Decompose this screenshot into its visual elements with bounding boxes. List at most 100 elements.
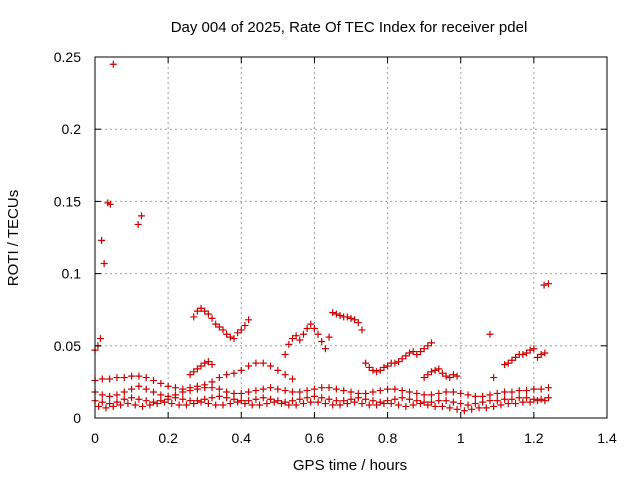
data-point: [336, 311, 344, 319]
data-point: [204, 400, 212, 408]
data-point: [358, 400, 366, 408]
data-point: [223, 330, 231, 338]
data-point: [409, 348, 417, 356]
x-tick-label: 0: [91, 430, 99, 446]
data-point: [288, 335, 296, 343]
axis-ticks: [94, 56, 608, 419]
data-point: [310, 385, 318, 393]
data-point: [325, 384, 333, 392]
data-point: [128, 394, 136, 402]
data-point: [274, 397, 282, 405]
data-point: [201, 395, 209, 403]
data-point: [493, 389, 501, 397]
data-point: [296, 395, 304, 403]
data-point: [442, 397, 450, 405]
data-point: [299, 400, 307, 408]
data-point: [420, 374, 428, 382]
data-point: [471, 400, 479, 408]
data-point: [406, 395, 414, 403]
data-point: [523, 394, 531, 402]
data-point: [369, 388, 377, 396]
data-point: [150, 388, 158, 396]
data-point: [398, 394, 406, 402]
data-point: [241, 322, 249, 330]
data-point: [369, 366, 377, 374]
data-point: [288, 397, 296, 405]
data-point: [135, 395, 143, 403]
data-point: [501, 361, 509, 369]
data-point: [124, 400, 132, 408]
data-point: [274, 385, 282, 393]
data-point: [508, 388, 516, 396]
data-point: [409, 401, 417, 409]
data-point: [215, 392, 223, 400]
data-point: [490, 402, 498, 410]
data-point: [427, 391, 435, 399]
data-point: [296, 388, 304, 396]
data-point: [340, 397, 348, 405]
data-point: [380, 363, 388, 371]
data-point: [376, 398, 384, 406]
data-point: [413, 397, 421, 405]
data-point: [376, 366, 384, 374]
data-point: [340, 387, 348, 395]
data-point: [325, 395, 333, 403]
data-point: [541, 397, 549, 405]
data-point: [515, 387, 523, 395]
data-point: [406, 349, 414, 357]
data-point: [537, 395, 545, 403]
data-point: [384, 385, 392, 393]
y-tick-label: 0.1: [62, 266, 82, 282]
data-point: [186, 397, 194, 405]
data-point: [530, 385, 538, 393]
data-point: [95, 402, 103, 410]
data-point: [435, 389, 443, 397]
data-point: [318, 384, 326, 392]
data-point: [281, 387, 289, 395]
data-point: [446, 374, 454, 382]
data-point: [303, 324, 311, 332]
data-point: [139, 402, 147, 410]
data-point: [391, 359, 399, 367]
data-point: [497, 401, 505, 409]
data-point: [537, 385, 545, 393]
data-point: [424, 371, 432, 379]
data-point: [215, 374, 223, 382]
data-point: [186, 371, 194, 379]
y-tick-label: 0: [73, 410, 81, 426]
data-point: [431, 402, 439, 410]
x-tick-label: 0.2: [158, 430, 178, 446]
data-point: [281, 398, 289, 406]
data-point: [534, 397, 542, 405]
data-point: [219, 326, 227, 334]
data-point: [438, 369, 446, 377]
data-point: [420, 345, 428, 353]
data-point: [193, 307, 201, 315]
data-point: [230, 369, 238, 377]
data-point: [113, 398, 121, 406]
data-point: [490, 374, 498, 382]
data-point: [453, 372, 461, 380]
data-point: [416, 348, 424, 356]
data-point: [106, 375, 114, 383]
x-tick-label: 1.4: [597, 430, 617, 446]
data-point: [540, 281, 548, 289]
data-point: [252, 395, 260, 403]
data-point: [98, 375, 106, 383]
y-axis-label: ROTI / TECUs: [5, 190, 22, 286]
data-point: [329, 401, 337, 409]
data-point: [365, 363, 373, 371]
data-point: [523, 349, 531, 357]
data-point: [362, 395, 370, 403]
data-point: [460, 407, 468, 415]
data-point: [241, 400, 249, 408]
data-point: [230, 395, 238, 403]
data-point: [325, 333, 333, 341]
data-point: [204, 310, 212, 318]
data-point: [406, 388, 414, 396]
data-point: [501, 388, 509, 396]
data-point: [435, 397, 443, 405]
data-point: [164, 382, 172, 390]
data-point: [237, 326, 245, 334]
y-tick-label: 0.05: [54, 338, 81, 354]
